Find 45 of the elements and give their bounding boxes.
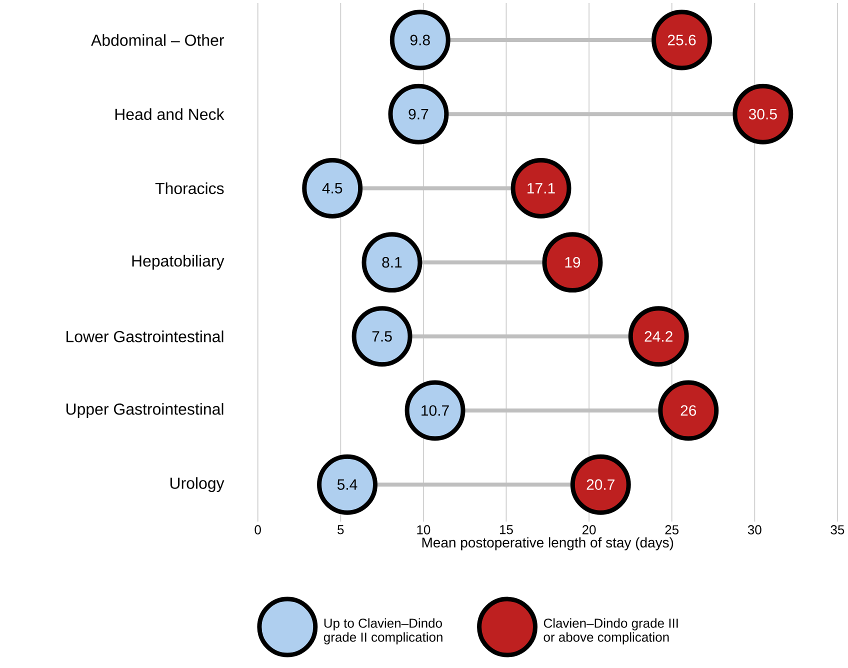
- data-label: 30.5: [748, 109, 777, 120]
- point: [510, 158, 572, 219]
- data-label: 7.5: [372, 331, 392, 342]
- x-tick-label: 15: [500, 525, 513, 534]
- x-tick-label: 5: [338, 525, 344, 534]
- y-tick-label: Upper Gastrointestinal: [66, 403, 224, 418]
- data-label: 25.6: [668, 34, 696, 46]
- y-tick-label: Abdominal – Other: [91, 34, 224, 46]
- data-label: 26: [680, 405, 696, 416]
- point: [542, 232, 603, 293]
- point: [352, 306, 412, 367]
- point: [404, 380, 466, 441]
- x-tick-label: 0: [254, 525, 261, 535]
- data-label: 20.7: [586, 480, 614, 490]
- legend-label: Up to Clavien–Dindo grade II complication: [324, 618, 442, 645]
- point: [390, 10, 450, 70]
- y-tick-label: Lower Gastrointestinal: [66, 330, 224, 343]
- legend-label: Clavien–Dindo grade III or above complication: [544, 618, 678, 645]
- y-tick-label: Urology: [170, 477, 224, 492]
- point: [388, 84, 449, 145]
- x-tick-label: 20: [582, 525, 596, 535]
- data-label: 10.7: [422, 405, 449, 416]
- data-label: 19: [565, 257, 580, 268]
- point: [652, 10, 712, 70]
- x-tick-label: 30: [748, 525, 762, 535]
- point: [362, 232, 422, 293]
- point: [317, 454, 378, 516]
- x-tick-label: 35: [830, 525, 844, 535]
- point: [570, 454, 631, 516]
- y-tick-label: Hepatobiliary: [132, 255, 224, 270]
- data-label: 8.1: [382, 257, 402, 268]
- data-label: 4.5: [322, 183, 342, 194]
- x-axis-title: Mean postoperative length of stay (days): [422, 537, 674, 550]
- data-label: 5.4: [337, 480, 358, 490]
- point: [628, 306, 689, 367]
- point: [302, 158, 363, 219]
- point: [658, 380, 719, 441]
- data-label: 9.7: [408, 109, 428, 120]
- data-label: 9.8: [410, 34, 430, 46]
- x-tick-label: 10: [417, 525, 430, 535]
- data-label: 24.2: [644, 331, 672, 342]
- data-label: 17.1: [528, 183, 555, 194]
- y-tick-label: Thoracics: [155, 182, 224, 194]
- y-tick-label: Head and Neck: [115, 108, 224, 120]
- x-tick-label: 25: [665, 525, 679, 535]
